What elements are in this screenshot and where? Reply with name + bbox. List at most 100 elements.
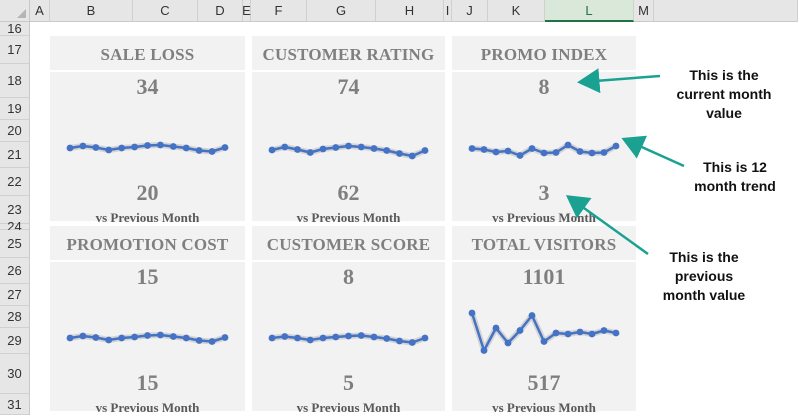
row-header-19[interactable]: 19 bbox=[0, 98, 30, 120]
sparkline-point bbox=[600, 149, 608, 156]
sparkline-point bbox=[370, 333, 378, 341]
row-header-18[interactable]: 18 bbox=[0, 64, 30, 98]
annotation-line: This is 12 bbox=[703, 159, 767, 175]
annotation-line: This is the bbox=[669, 249, 739, 265]
kpi-title: PROMO INDEX bbox=[480, 45, 608, 64]
sparkline-point bbox=[105, 336, 113, 344]
sparkline-point bbox=[281, 333, 289, 340]
sparkline-point bbox=[383, 147, 391, 154]
kpi-card: CUSTOMER SCORE 8 5 vs Previous Month bbox=[252, 226, 445, 415]
column-header-k[interactable]: K bbox=[488, 0, 545, 22]
current-month-value: 34 bbox=[136, 74, 159, 99]
annotation-current-month: This is the current month value bbox=[668, 66, 780, 123]
column-header-c[interactable]: C bbox=[133, 0, 198, 22]
sparkline-point bbox=[208, 338, 216, 345]
annotation-line: previous bbox=[674, 268, 734, 284]
row-header-29[interactable]: 29 bbox=[0, 328, 30, 354]
sparkline-point bbox=[182, 334, 190, 342]
row-header-17[interactable]: 17 bbox=[0, 36, 30, 64]
sparkline-point bbox=[492, 148, 500, 156]
sparkline-point bbox=[564, 141, 572, 149]
sparkline-point bbox=[480, 347, 488, 354]
trend-sparkline bbox=[66, 331, 229, 345]
sparkline-point bbox=[540, 338, 548, 345]
kpi-card: CUSTOMER RATING 74 62 vs Previous Month bbox=[252, 36, 445, 225]
row-header-27[interactable]: 27 bbox=[0, 284, 30, 306]
sparkline-point bbox=[118, 144, 126, 152]
previous-month-value: 15 bbox=[136, 370, 159, 395]
current-month-value: 8 bbox=[343, 264, 354, 289]
sparkline-point bbox=[612, 142, 620, 150]
sparkline-point bbox=[564, 330, 572, 338]
sparkline-point bbox=[92, 334, 100, 341]
sparkline-point bbox=[131, 333, 138, 341]
sparkline-point bbox=[195, 147, 203, 154]
kpi-title: CUSTOMER SCORE bbox=[266, 235, 431, 254]
sparkline-point bbox=[169, 333, 177, 340]
sparkline-point bbox=[306, 149, 314, 156]
vs-previous-label: vs Previous Month bbox=[95, 400, 200, 415]
sparkline-point bbox=[118, 334, 126, 342]
row-header-28[interactable]: 28 bbox=[0, 306, 30, 328]
sparkline-point bbox=[492, 324, 500, 332]
row-header-30[interactable]: 30 bbox=[0, 354, 30, 394]
column-header-d[interactable]: D bbox=[198, 0, 243, 22]
sparkline-point bbox=[576, 148, 584, 155]
trend-sparkline bbox=[268, 332, 429, 346]
select-all-corner[interactable] bbox=[0, 0, 30, 22]
previous-month-value: 62 bbox=[337, 180, 360, 205]
column-header-l[interactable]: L bbox=[545, 0, 634, 22]
vs-previous-label: vs Previous Month bbox=[95, 210, 200, 225]
vs-previous-label: vs Previous Month bbox=[492, 400, 596, 415]
title-divider bbox=[50, 70, 245, 72]
column-header-a[interactable]: A bbox=[30, 0, 50, 22]
sparkline-point bbox=[528, 312, 536, 319]
column-header-g[interactable]: G bbox=[307, 0, 376, 22]
sparkline-point bbox=[66, 144, 74, 152]
annotation-line: value bbox=[706, 105, 742, 121]
column-header-h[interactable]: H bbox=[376, 0, 444, 22]
sparkline-point bbox=[208, 148, 216, 155]
row-header-20[interactable]: 20 bbox=[0, 120, 30, 142]
sparkline-point bbox=[396, 150, 403, 157]
row-header-23[interactable]: 23 bbox=[0, 196, 30, 224]
sparkline-point bbox=[66, 334, 74, 342]
kpi-card: SALE LOSS 34 20 vs Previous Month bbox=[50, 36, 245, 225]
column-header-m[interactable]: M bbox=[634, 0, 654, 22]
sparkline-point bbox=[105, 146, 113, 154]
column-header-j[interactable]: J bbox=[452, 0, 488, 22]
sparkline-point bbox=[528, 145, 536, 152]
sparkline-point bbox=[408, 339, 416, 346]
previous-month-value: 20 bbox=[136, 180, 159, 205]
column-header-f[interactable]: F bbox=[251, 0, 307, 22]
sparkline-point bbox=[345, 332, 352, 340]
sparkline-point bbox=[504, 147, 512, 155]
column-header-e[interactable]: E bbox=[242, 0, 251, 22]
column-header-b[interactable]: B bbox=[50, 0, 133, 22]
row-header-26[interactable]: 26 bbox=[0, 258, 30, 284]
sparkline-point bbox=[504, 339, 512, 347]
sparkline-point bbox=[396, 337, 403, 345]
row-header-31[interactable]: 31 bbox=[0, 394, 30, 415]
sparkline-point bbox=[612, 329, 620, 337]
row-header-25[interactable]: 25 bbox=[0, 230, 30, 258]
column-header-i[interactable]: I bbox=[444, 0, 452, 22]
annotation-trend: This is 12 month trend bbox=[688, 158, 782, 196]
title-divider bbox=[50, 260, 245, 262]
title-divider bbox=[452, 70, 636, 72]
trend-sparkline bbox=[468, 309, 620, 354]
sparkline-point bbox=[383, 335, 391, 342]
kpi-card: TOTAL VISITORS 1101 517 vs Previous Month bbox=[452, 226, 636, 415]
row-header-21[interactable]: 21 bbox=[0, 142, 30, 168]
sparkline-point bbox=[319, 145, 327, 153]
sparkline-point bbox=[319, 334, 327, 342]
sparkline-point bbox=[600, 327, 608, 334]
vs-previous-label: vs Previous Month bbox=[492, 210, 596, 225]
current-month-value: 8 bbox=[538, 74, 550, 99]
sparkline-point bbox=[195, 337, 203, 344]
row-header-16[interactable]: 16 bbox=[0, 21, 30, 36]
sparkline-point bbox=[540, 149, 548, 157]
row-header-22[interactable]: 22 bbox=[0, 168, 30, 196]
sparkline-point bbox=[92, 144, 100, 151]
sparkline-point bbox=[516, 327, 524, 334]
